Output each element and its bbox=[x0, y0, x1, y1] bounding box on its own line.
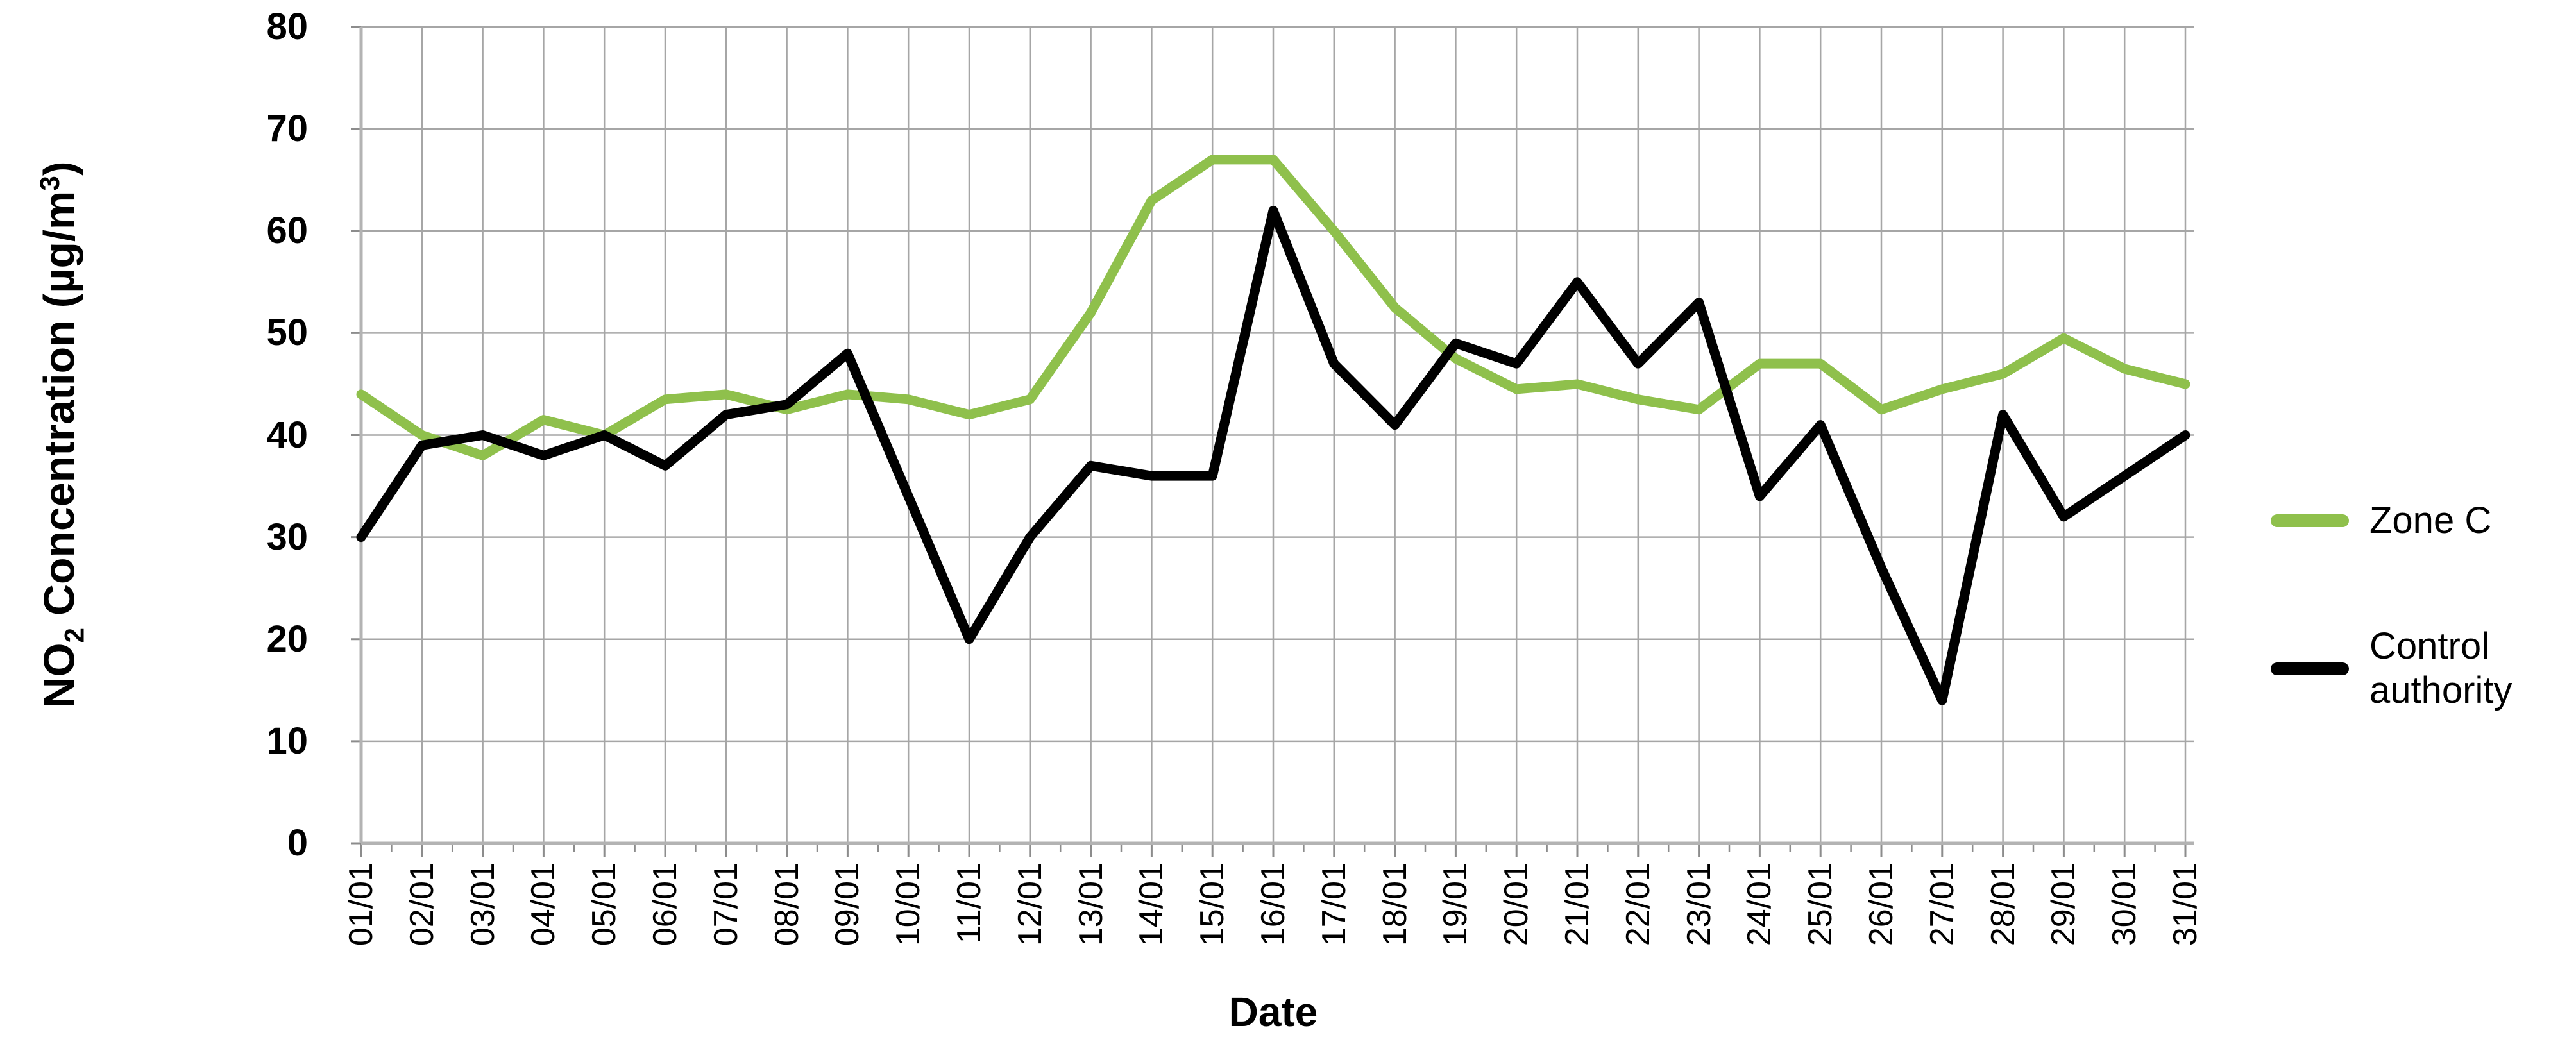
x-axis-tick-label: 18/01 bbox=[1376, 863, 1414, 947]
y-axis-title-pre: NO bbox=[35, 643, 84, 709]
x-axis-tick-label: 20/01 bbox=[1498, 863, 1536, 947]
y-axis-tick-label: 20 bbox=[266, 618, 308, 660]
y-axis-title-superscript: 3 bbox=[35, 176, 65, 191]
y-axis-title-post: ) bbox=[35, 161, 84, 176]
x-axis-title: Date bbox=[1228, 989, 1318, 1035]
legend-label: Zone C bbox=[2369, 500, 2492, 541]
legend-label: Control authority bbox=[2369, 625, 2512, 711]
x-axis-tick-label: 27/01 bbox=[1923, 863, 1961, 947]
y-axis-tick-label: 60 bbox=[266, 210, 308, 252]
y-axis-tick-label: 50 bbox=[266, 312, 308, 354]
x-axis-tick-label: 16/01 bbox=[1255, 863, 1292, 947]
x-axis-tick-label: 19/01 bbox=[1437, 863, 1475, 947]
y-axis-tick-label: 70 bbox=[266, 108, 308, 150]
legend-item-control-authority: Control authority bbox=[2271, 625, 2562, 712]
x-axis-tick-label: 08/01 bbox=[768, 863, 806, 947]
x-axis-tick-label: 14/01 bbox=[1133, 863, 1171, 947]
x-axis-tick-label: 09/01 bbox=[829, 863, 867, 947]
x-axis-tick-label: 12/01 bbox=[1011, 863, 1049, 947]
y-axis-tick-label: 10 bbox=[266, 720, 308, 762]
y-axis-title-subscript: 2 bbox=[59, 628, 90, 643]
x-axis-tick-label: 15/01 bbox=[1194, 863, 1232, 947]
y-axis-tick-label: 30 bbox=[266, 516, 308, 558]
x-axis-tick-label: 11/01 bbox=[951, 863, 988, 944]
x-axis-tick-label: 05/01 bbox=[586, 863, 623, 947]
x-axis-tick-label: 26/01 bbox=[1863, 863, 1900, 947]
x-axis-tick-label: 01/01 bbox=[343, 863, 380, 947]
x-axis-tick-label: 21/01 bbox=[1559, 863, 1596, 947]
y-axis-tick-label: 0 bbox=[287, 822, 308, 864]
x-axis-tick-label: 03/01 bbox=[464, 863, 502, 947]
legend-swatch-icon bbox=[2271, 514, 2349, 528]
y-axis-tick-label: 80 bbox=[266, 6, 308, 47]
x-axis-tick-label: 28/01 bbox=[1984, 863, 2022, 947]
x-axis-tick-label: 17/01 bbox=[1315, 863, 1353, 947]
x-axis-tick-label: 02/01 bbox=[403, 863, 441, 947]
legend: Zone C Control authority bbox=[2271, 499, 2562, 712]
x-axis-tick-label: 25/01 bbox=[1802, 863, 1840, 947]
x-axis-tick-label: 04/01 bbox=[525, 863, 563, 947]
x-axis-tick-label: 13/01 bbox=[1072, 863, 1110, 947]
legend-swatch-icon bbox=[2271, 662, 2349, 675]
series-line-control-authority bbox=[356, 205, 2190, 705]
x-axis-tick-label: 24/01 bbox=[1741, 863, 1779, 947]
legend-item-zone-c: Zone C bbox=[2271, 499, 2562, 543]
y-axis-title: NO2 Concentration (µg/m3) bbox=[21, 0, 89, 884]
y-axis-tick-label: 40 bbox=[266, 414, 308, 456]
x-axis-tick-label: 30/01 bbox=[2106, 863, 2144, 947]
x-axis-tick-label: 10/01 bbox=[890, 863, 928, 947]
plot-area bbox=[351, 26, 2194, 857]
x-axis-tick-label: 06/01 bbox=[647, 863, 684, 947]
x-axis-tick-label: 22/01 bbox=[1619, 863, 1657, 947]
y-axis-title-mid: Concentration (µg/m bbox=[35, 190, 84, 628]
x-axis-tick-label: 29/01 bbox=[2045, 863, 2083, 947]
x-axis-tick-label: 07/01 bbox=[707, 863, 745, 947]
x-axis-tick-label: 31/01 bbox=[2167, 863, 2204, 947]
series-line-zone-c bbox=[356, 155, 2190, 460]
x-axis-tick-label: 23/01 bbox=[1680, 863, 1718, 947]
